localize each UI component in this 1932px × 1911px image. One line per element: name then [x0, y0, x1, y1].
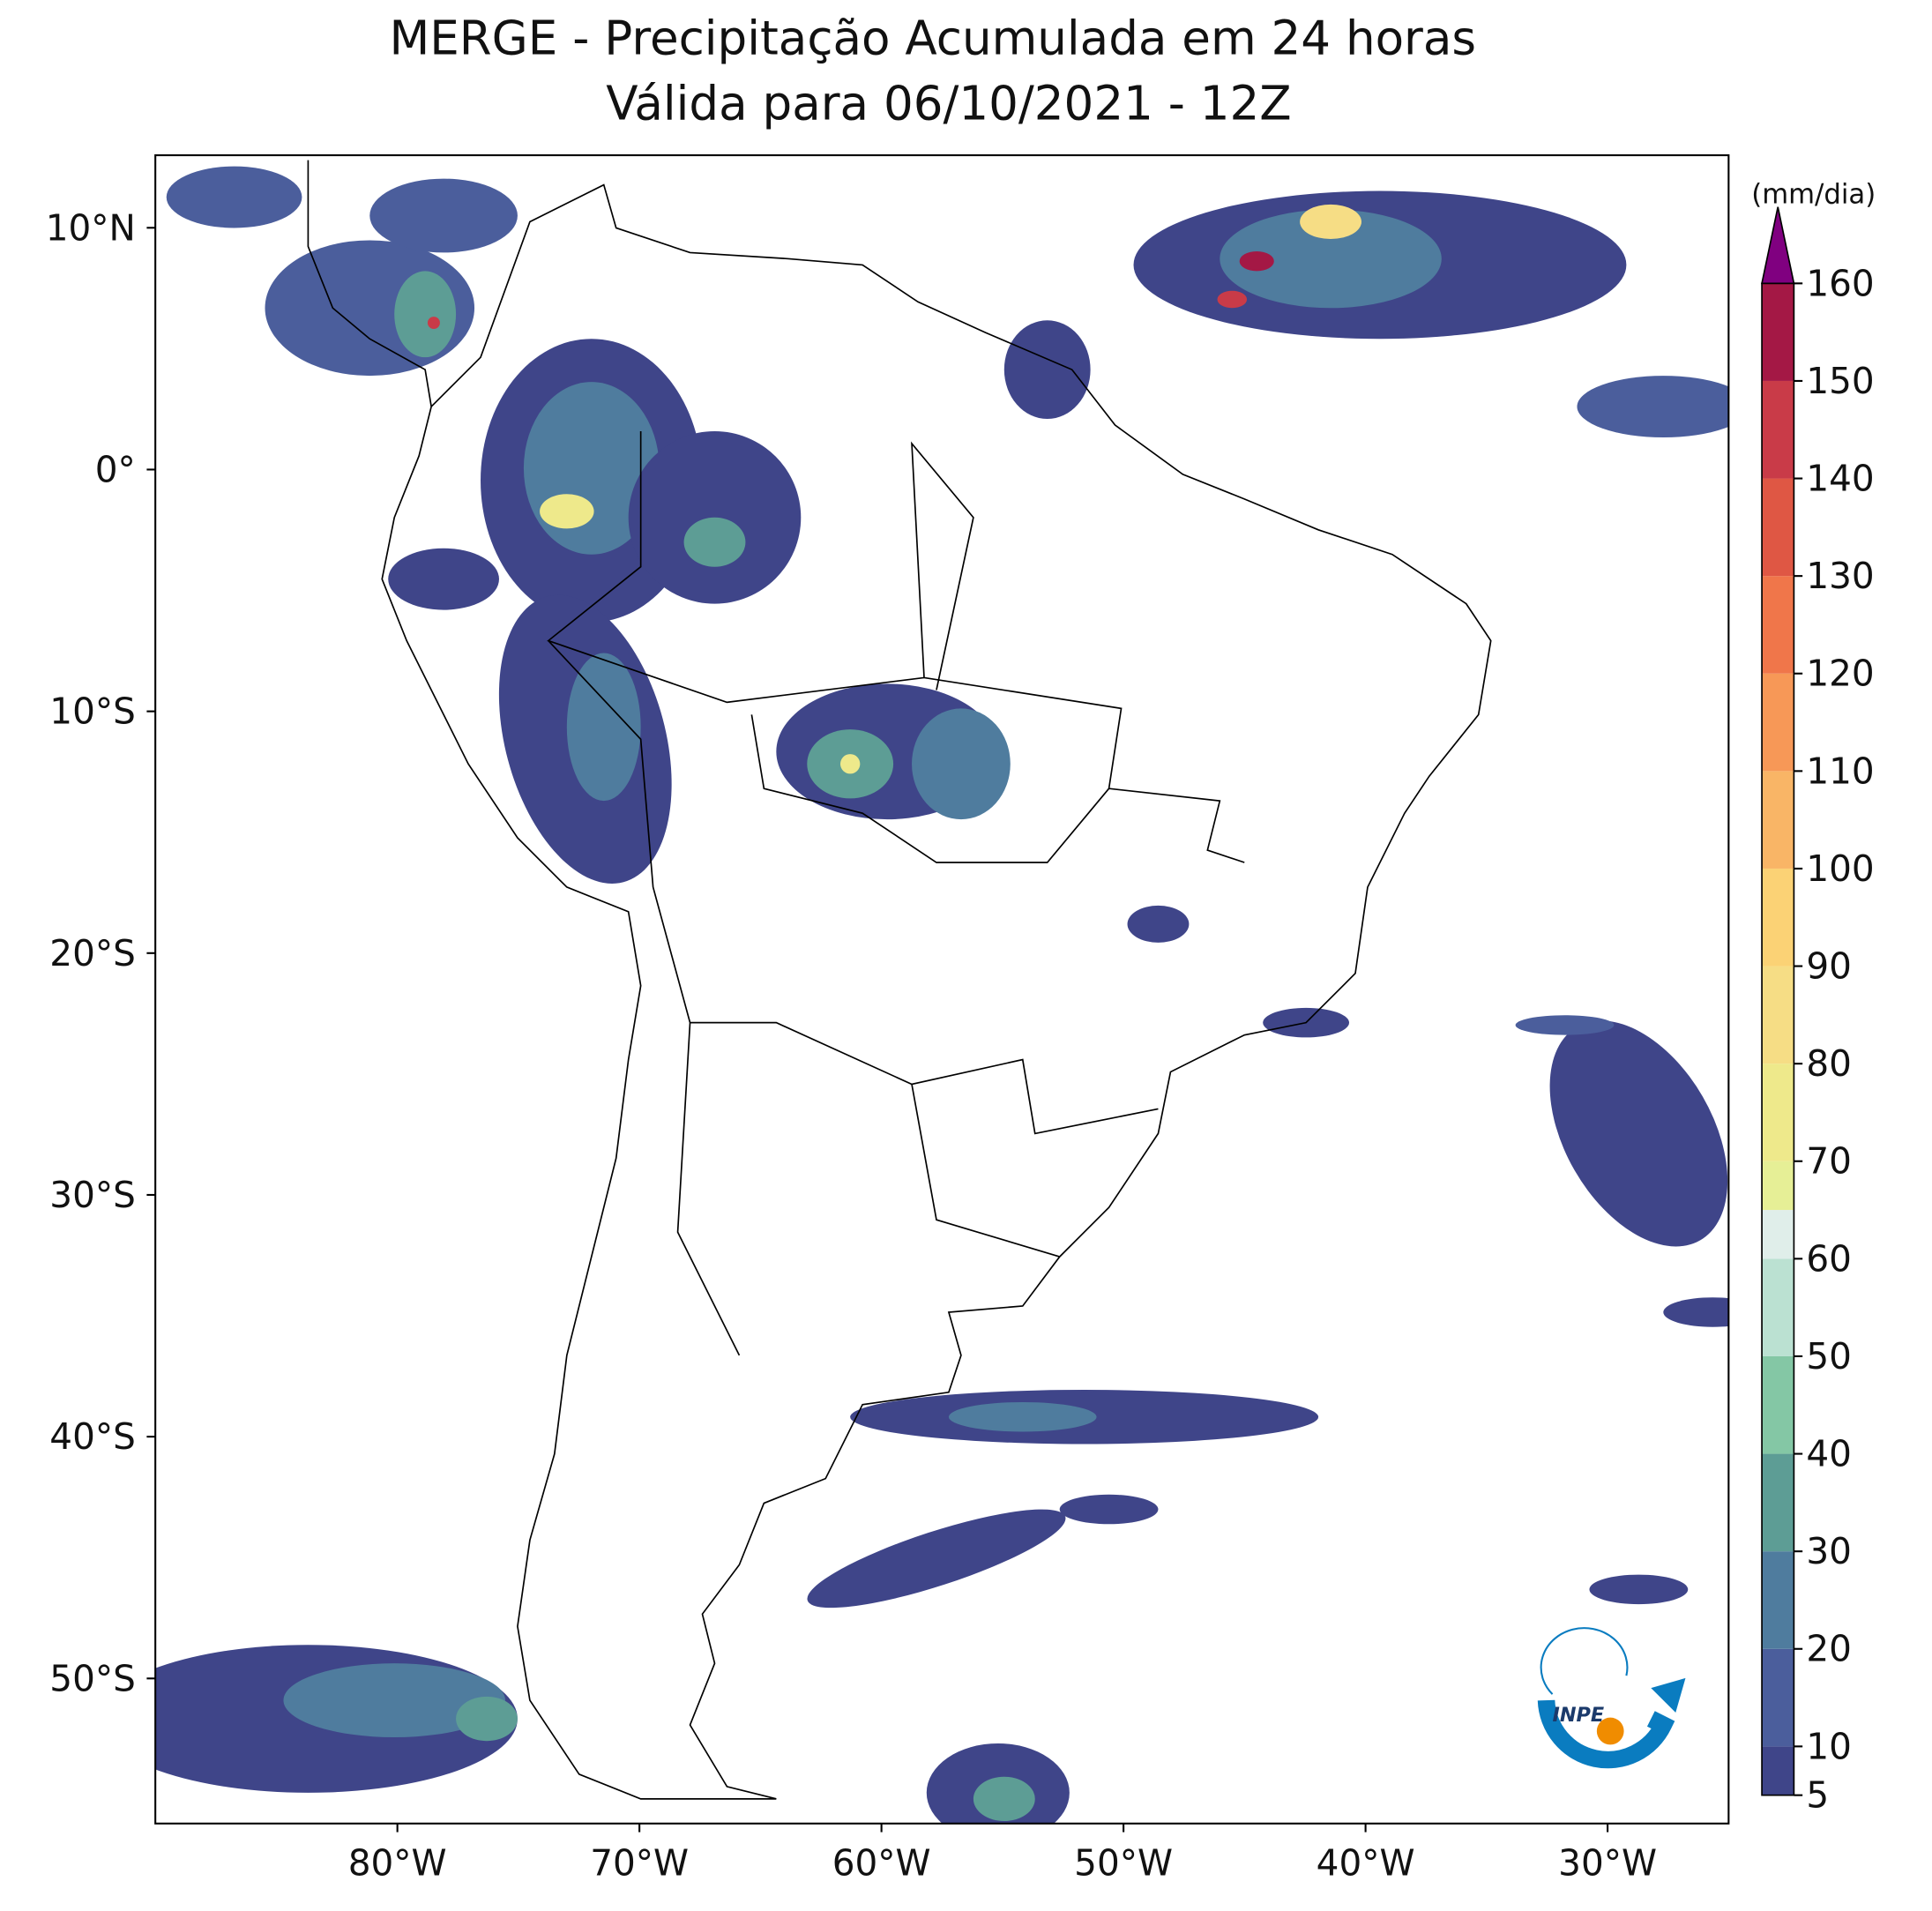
precipitation-field	[155, 166, 1729, 1824]
y-tick-label: 10°N	[46, 206, 136, 249]
colorbar-tick-label: 130	[1806, 555, 1874, 597]
x-tick-label: 70°W	[590, 1841, 689, 1884]
y-tick-label: 10°S	[49, 690, 136, 733]
colorbar-segment	[1762, 478, 1794, 577]
colorbar-tick-label: 30	[1806, 1530, 1852, 1572]
colorbar-segment	[1762, 1161, 1794, 1211]
colorbar-tick-label: 10	[1806, 1725, 1852, 1767]
colorbar-segment	[1762, 1648, 1794, 1747]
colorbar-segment	[1762, 1355, 1794, 1454]
coastlines	[307, 160, 1492, 1800]
colorbar-tick-label: 150	[1806, 360, 1874, 402]
colorbar-frame	[1761, 282, 1795, 1796]
x-tick-label: 80°W	[348, 1841, 447, 1884]
colorbar-segment	[1762, 1551, 1794, 1649]
colorbar-label: (mm/dia)	[1751, 179, 1876, 211]
colorbar-tick-label: 60	[1806, 1237, 1852, 1280]
inpe-logo: INPE	[1537, 1627, 1686, 1769]
colorbar-segment	[1762, 1210, 1794, 1259]
y-tick-label: 30°S	[49, 1174, 136, 1216]
x-tick-label: 30°W	[1558, 1841, 1657, 1884]
map-title: MERGE - Precipitação Acumulada em 24 hor…	[389, 11, 1476, 65]
colorbar-tick-label: 5	[1806, 1774, 1829, 1817]
colorbar-segment	[1762, 576, 1794, 674]
colorbar-tick-label: 80	[1806, 1042, 1852, 1085]
colorbar-segment	[1762, 1453, 1794, 1552]
colorbar-tick-label: 40	[1806, 1433, 1852, 1475]
colorbar-segment	[1762, 966, 1794, 1064]
y-tick-label: 50°S	[49, 1657, 136, 1699]
colorbar-segment	[1762, 283, 1794, 381]
map-frame	[154, 153, 1730, 1825]
colorbar-tick-label: 140	[1806, 458, 1874, 500]
colorbar-tick-label: 70	[1806, 1140, 1852, 1183]
colorbar-segment	[1762, 1064, 1794, 1161]
y-tick-label: 0°	[95, 448, 136, 490]
logo-text: INPE	[1553, 1704, 1605, 1727]
x-tick-label: 60°W	[832, 1841, 931, 1884]
x-tick-label: 50°W	[1074, 1841, 1173, 1884]
colorbar-segment	[1762, 868, 1794, 967]
colorbar-tick-label: 20	[1806, 1628, 1852, 1670]
y-tick-label: 20°S	[49, 932, 136, 974]
colorbar-tick-label: 50	[1806, 1335, 1852, 1377]
colorbar-segment	[1762, 1746, 1794, 1795]
colorbar-extend	[1761, 206, 1795, 285]
colorbar-tick-label: 160	[1806, 262, 1874, 304]
x-tick-label: 40°W	[1317, 1841, 1415, 1884]
colorbar-tick-label: 100	[1806, 847, 1874, 890]
map-subtitle: Válida para 06/10/2021 - 12Z	[606, 77, 1291, 131]
colorbar-segment	[1762, 771, 1794, 869]
colorbar-tick-label: 110	[1806, 750, 1874, 792]
colorbar-segment	[1762, 1258, 1794, 1356]
colorbar-tick-label: 120	[1806, 653, 1874, 695]
colorbar-segment	[1762, 380, 1794, 479]
y-tick-label: 40°S	[49, 1415, 136, 1458]
colorbar-tick-label: 90	[1806, 945, 1852, 988]
colorbar-segment	[1762, 673, 1794, 772]
